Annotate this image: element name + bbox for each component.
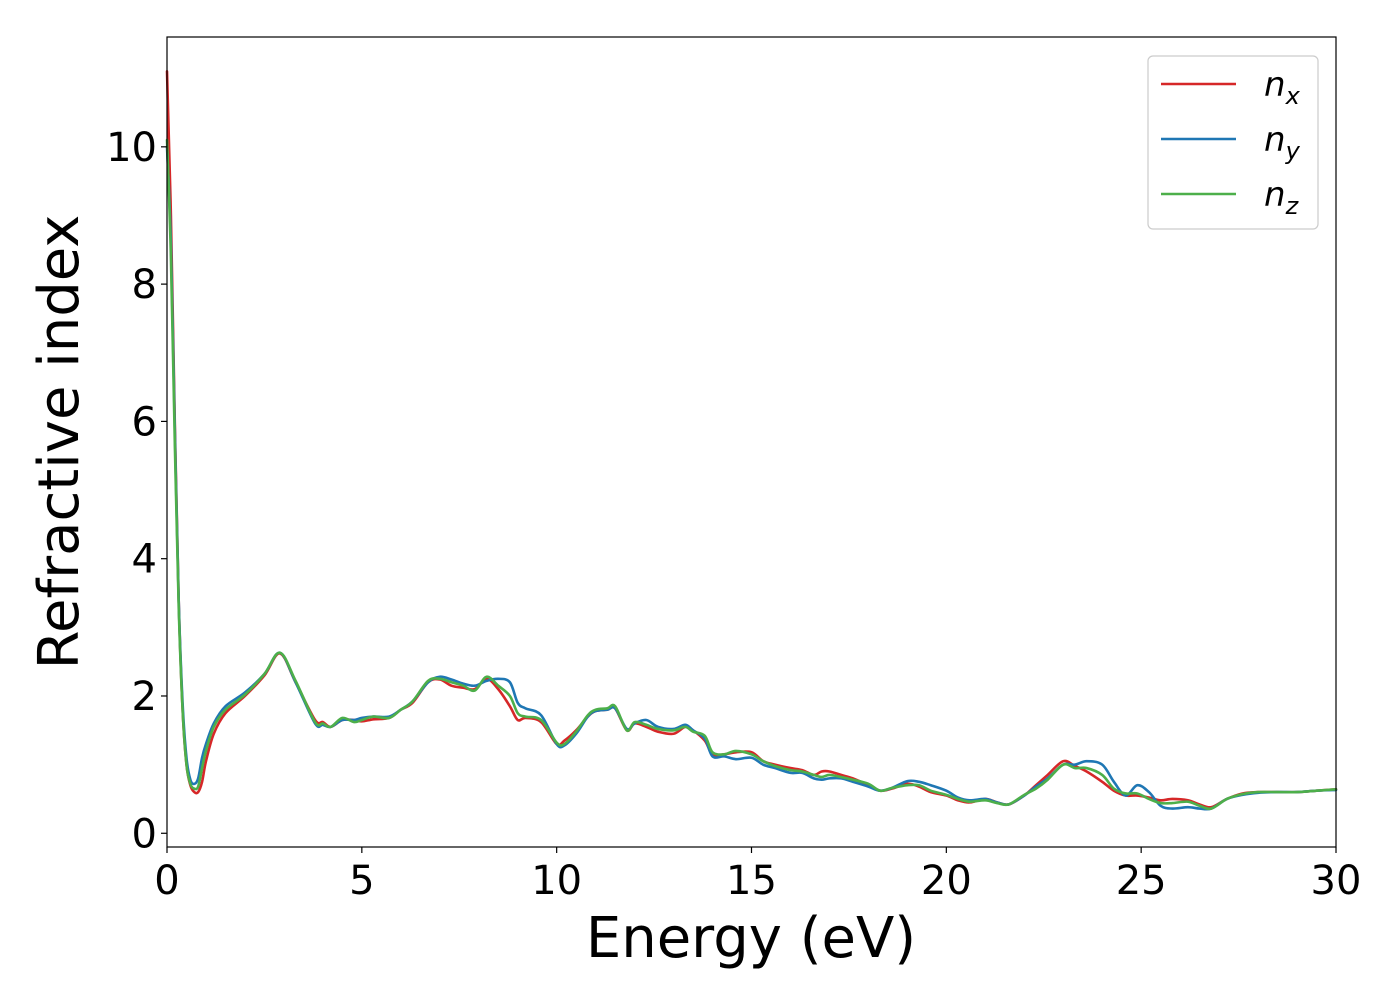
legend-label-z: nz — [1264, 175, 1300, 220]
y-tick-label: 2 — [132, 674, 157, 720]
x-axis-ticks: 0 5 10 15 20 25 30 — [154, 847, 1361, 904]
y-axis-ticks: 0 2 4 6 8 10 — [106, 125, 167, 857]
legend-label-subscript: z — [1285, 192, 1300, 220]
y-axis-label: Refractive index — [27, 215, 92, 670]
series-line-z — [165, 138, 1338, 811]
x-tick-label: 20 — [921, 858, 972, 904]
legend-label-subscript: x — [1285, 82, 1301, 110]
y-tick-label: 0 — [132, 811, 157, 857]
x-axis-label: Energy (eV) — [586, 906, 916, 971]
x-tick-label: 0 — [154, 858, 179, 904]
x-tick-label: 10 — [531, 858, 582, 904]
legend-label-subscript: y — [1285, 137, 1301, 165]
y-tick-label: 8 — [132, 262, 157, 308]
y-tick-label: 10 — [106, 125, 157, 171]
x-tick-label: 5 — [349, 858, 374, 904]
y-tick-label: 6 — [132, 399, 157, 445]
legend-label-base: n — [1264, 65, 1286, 105]
series-layer — [165, 70, 1338, 811]
x-tick-label: 15 — [726, 858, 777, 904]
x-tick-label: 25 — [1116, 858, 1167, 904]
legend-box — [1147, 55, 1319, 230]
legend-label-x: nx — [1264, 65, 1301, 110]
plot-background — [167, 37, 1336, 847]
legend-label-base: n — [1264, 120, 1286, 160]
x-tick-label: 30 — [1311, 858, 1362, 904]
legend-label-base: n — [1264, 175, 1286, 215]
legend-label-y: ny — [1264, 120, 1301, 165]
y-tick-label: 4 — [132, 537, 157, 583]
